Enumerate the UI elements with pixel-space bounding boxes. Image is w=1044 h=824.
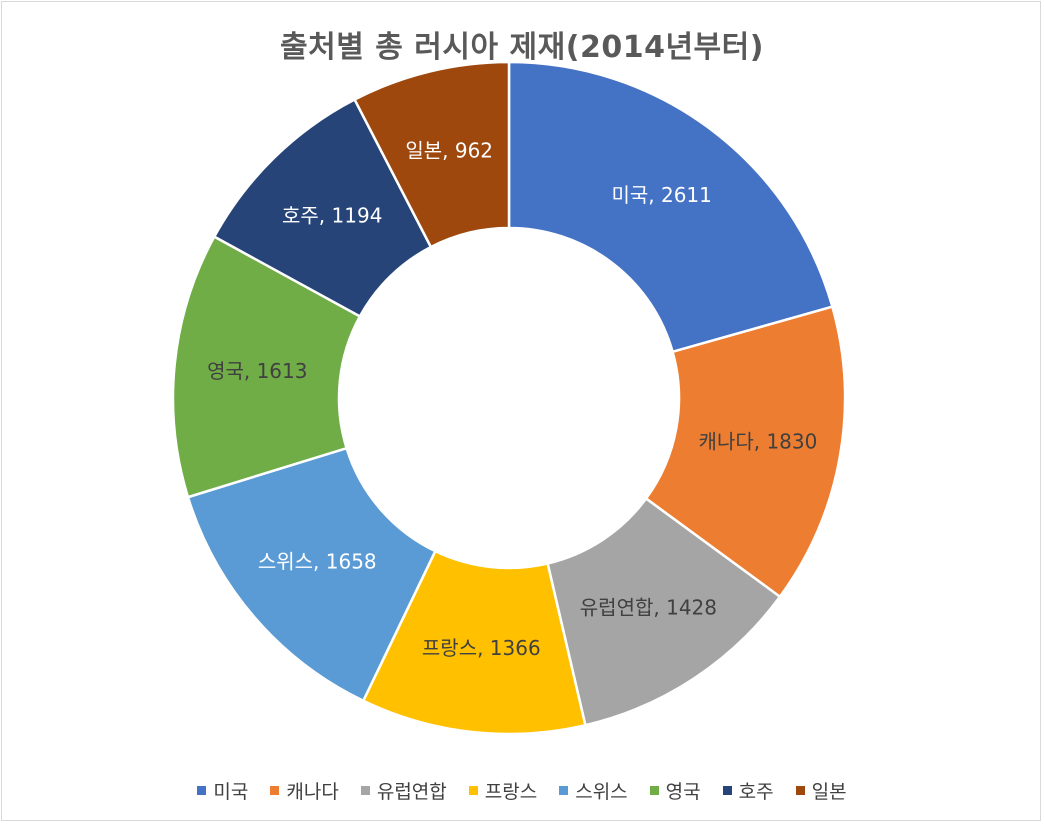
slice-6 (171, 234, 362, 499)
data-label-2: 캐나다, 1830 (699, 430, 818, 454)
slice-2 (644, 305, 847, 599)
legend-item-6: 영국 (649, 777, 701, 804)
legend-item-3: 유럽연합 (360, 777, 447, 804)
data-label-3: 유럽연합, 1428 (580, 596, 717, 620)
legend-swatch (559, 786, 569, 795)
legend-label: 유럽연합 (376, 781, 447, 803)
data-label-1: 미국, 2611 (611, 183, 711, 207)
legend-swatch (270, 786, 280, 795)
legend-label: 스위스 (575, 781, 628, 803)
data-label-7: 호주, 1194 (282, 204, 382, 228)
legend-swatch (468, 786, 478, 795)
data-label-4: 프랑스, 1366 (422, 636, 541, 660)
legend-swatch (722, 786, 732, 795)
legend-label: 영국 (665, 781, 701, 803)
legend-item-1: 미국 (197, 777, 248, 804)
legend-swatch (795, 786, 805, 795)
legend-item-5: 스위스 (559, 777, 628, 804)
data-label-5: 스위스, 1658 (258, 550, 377, 574)
slice-5 (186, 446, 437, 703)
chart-legend: 미국 캐나다 유럽연합 프랑스 스위스 영국 호주 일본 (0, 777, 1044, 804)
legend-swatch (360, 786, 370, 795)
legend-item-8: 일본 (795, 777, 847, 804)
data-label-6: 영국, 1613 (207, 359, 307, 383)
legend-label: 미국 (213, 781, 249, 803)
slice-8 (352, 60, 511, 249)
legend-swatch (197, 786, 207, 795)
legend-label: 일본 (811, 781, 847, 803)
legend-item-7: 호주 (722, 777, 774, 804)
legend-swatch (649, 786, 659, 795)
legend-label: 캐나다 (286, 781, 339, 803)
slice-1 (507, 60, 834, 354)
legend-label: 프랑스 (484, 781, 538, 803)
legend-item-2: 캐나다 (270, 777, 339, 804)
data-label-8: 일본, 962 (405, 139, 493, 163)
chart-title: 출처별 총 러시아 제재(2014년부터) (280, 30, 764, 65)
legend-item-4: 프랑스 (468, 777, 538, 804)
legend-label: 호주 (738, 781, 774, 803)
